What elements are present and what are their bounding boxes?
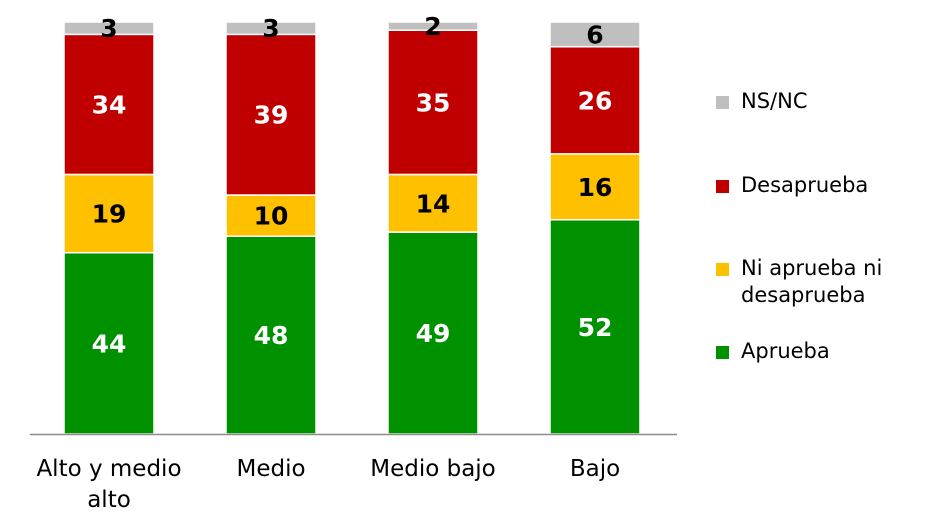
legend-swatch-ns-nc (716, 96, 729, 109)
legend-swatch-aprueba (716, 346, 729, 359)
data-label-aprueba-bajo: 52 (578, 313, 613, 342)
legend-label-ni-aprueba-ni-desaprueba: Ni aprueba ni desaprueba (741, 256, 883, 307)
category-label-bajo: Bajo (570, 456, 620, 482)
bar-segment-desaprueba-medio-bajo (387, 29, 479, 176)
data-label-desaprueba-medio-bajo: 35 (416, 88, 451, 117)
data-label-ni-aprueba-ni-desaprueba-medio: 10 (254, 202, 289, 231)
legend-item-ns-nc: NS/NC (716, 88, 921, 115)
category-label-medio: Medio (236, 456, 305, 482)
legend-label-desaprueba: Desaprueba (741, 173, 869, 197)
category-label-medio-bajo: Medio bajo (370, 456, 496, 482)
data-label-ni-aprueba-ni-desaprueba-alto-y-medio-alto: 19 (92, 200, 127, 229)
stacked-bar-chart: 44 19 34 3 Alto y medio alto 48 10 39 3 Medio 49 14 3… (30, 12, 677, 513)
bar-segment-desaprueba-medio (225, 33, 317, 196)
bar-segment-desaprueba-bajo (549, 45, 641, 155)
legend-label-ns-nc: NS/NC (741, 89, 808, 113)
legend-swatch-desaprueba (716, 180, 729, 193)
data-label-ns-nc-medio: 3 (262, 14, 279, 43)
bar-segment-ns-nc-medio-bajo (387, 21, 479, 31)
bar-segment-ns-nc-medio (225, 21, 317, 36)
category-label-alto-y-medio-alto: Alto y medio alto (36, 456, 181, 513)
data-label-ni-aprueba-ni-desaprueba-medio-bajo: 14 (416, 189, 451, 218)
bar-segment-ns-nc-alto-y-medio-alto (63, 21, 155, 36)
legend: NS/NC Desaprueba Ni aprueba ni desaprueba A… (716, 0, 926, 527)
data-label-desaprueba-alto-y-medio-alto: 34 (92, 90, 127, 119)
data-label-ns-nc-medio-bajo: 2 (424, 12, 441, 41)
bar-segment-ni-aprueba-ni-desaprueba-bajo (549, 153, 641, 221)
legend-label-aprueba: Aprueba (741, 339, 830, 363)
bar-segment-aprueba-alto-y-medio-alto (63, 251, 155, 435)
legend-swatch-ni-aprueba-ni-desaprueba (716, 263, 729, 276)
data-label-aprueba-medio: 48 (254, 321, 289, 350)
legend-item-ni-aprueba-ni-desaprueba: Ni aprueba ni desaprueba (716, 255, 921, 309)
bar-segment-ni-aprueba-ni-desaprueba-alto-y-medio-alto (63, 173, 155, 254)
data-label-ns-nc-bajo: 6 (586, 20, 603, 49)
data-label-desaprueba-medio: 39 (254, 101, 289, 130)
legend-item-aprueba: Aprueba (716, 338, 921, 365)
bar-segment-aprueba-medio-bajo (387, 231, 479, 435)
legend-item-desaprueba: Desaprueba (716, 172, 921, 199)
bar-segment-ni-aprueba-ni-desaprueba-medio-bajo (387, 173, 479, 233)
data-label-ns-nc-alto-y-medio-alto: 3 (100, 14, 117, 43)
data-label-aprueba-medio-bajo: 49 (416, 319, 451, 348)
data-label-desaprueba-bajo: 26 (578, 86, 613, 115)
data-label-ni-aprueba-ni-desaprueba-bajo: 16 (578, 173, 613, 202)
data-label-aprueba-alto-y-medio-alto: 44 (92, 329, 127, 358)
bar-segment-ns-nc-bajo (549, 21, 641, 48)
